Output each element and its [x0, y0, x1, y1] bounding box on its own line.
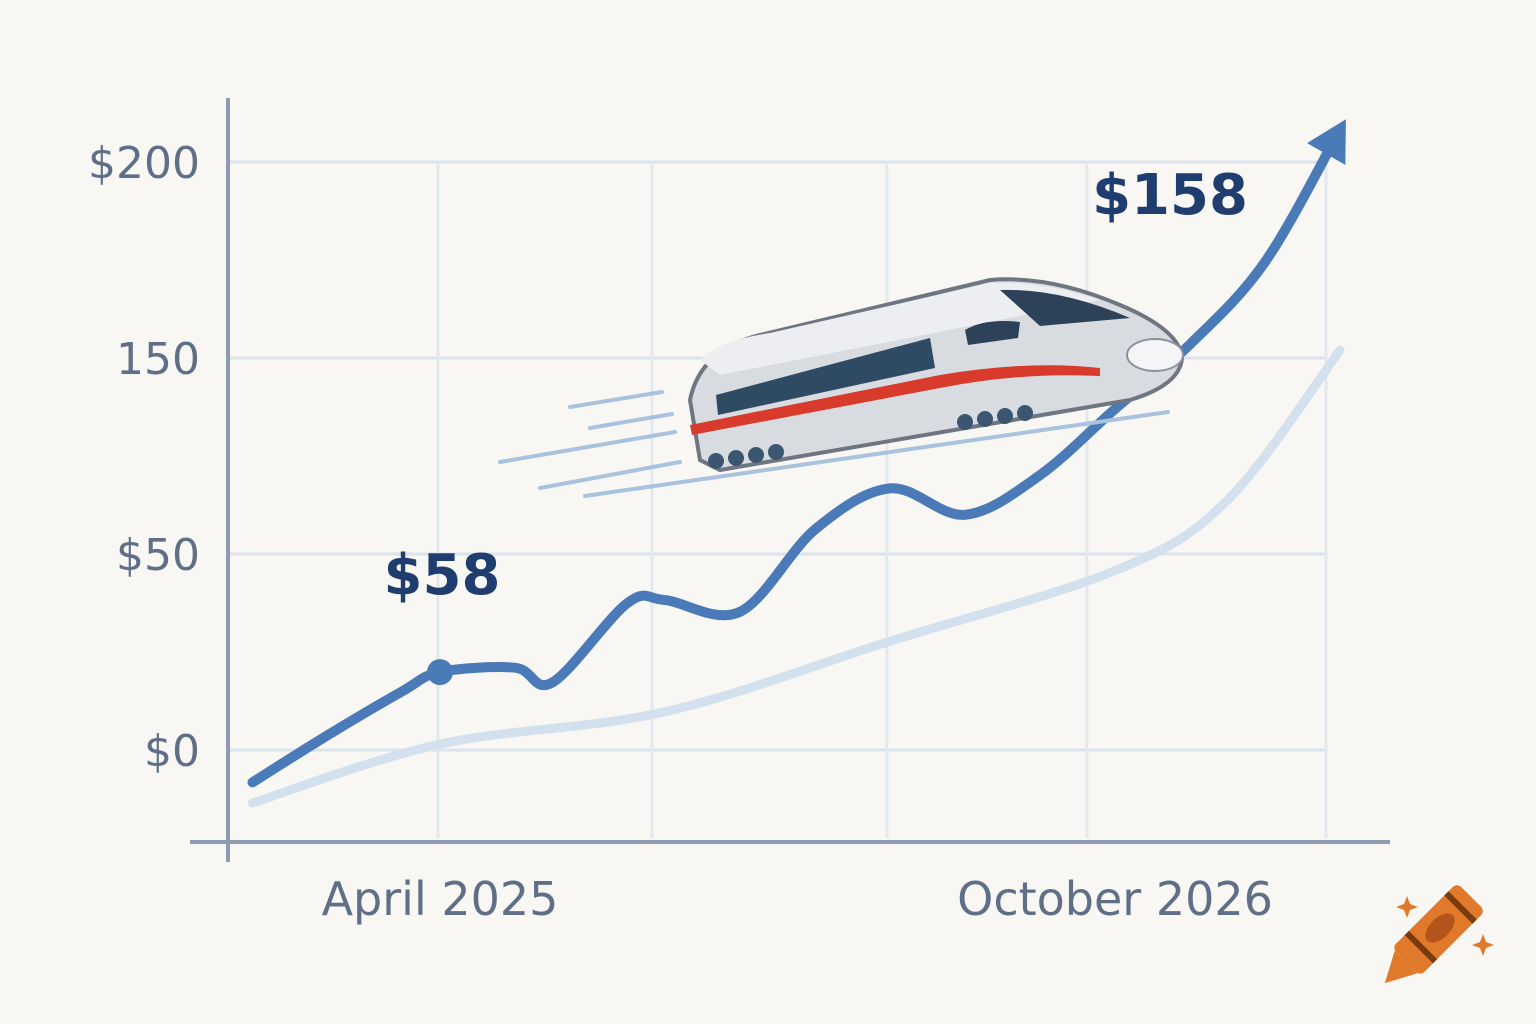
y-tick-label: $0 — [144, 726, 200, 777]
y-ticks: $0 $50 150 $200 — [88, 138, 200, 777]
y-tick-label: $200 — [88, 138, 200, 189]
highlight-point — [427, 659, 453, 686]
value-annotation: $58 — [384, 543, 501, 608]
y-tick-label: $50 — [116, 530, 200, 581]
sparkle-icon — [1472, 934, 1494, 956]
y-tick-label: 150 — [116, 334, 200, 385]
x-tick-label: October 2026 — [957, 872, 1273, 926]
value-annotation: $158 — [1092, 163, 1248, 228]
annotations: $58 $158 — [384, 163, 1248, 608]
arrow-head — [1307, 119, 1346, 165]
x-ticks: April 2025 October 2026 — [322, 872, 1273, 926]
sparkle-icon — [1396, 896, 1418, 918]
crayon-icon — [1384, 885, 1483, 984]
x-tick-label: April 2025 — [322, 872, 559, 926]
speed-lines — [498, 390, 1170, 498]
train-illustration — [498, 277, 1185, 498]
grid — [228, 160, 1328, 838]
